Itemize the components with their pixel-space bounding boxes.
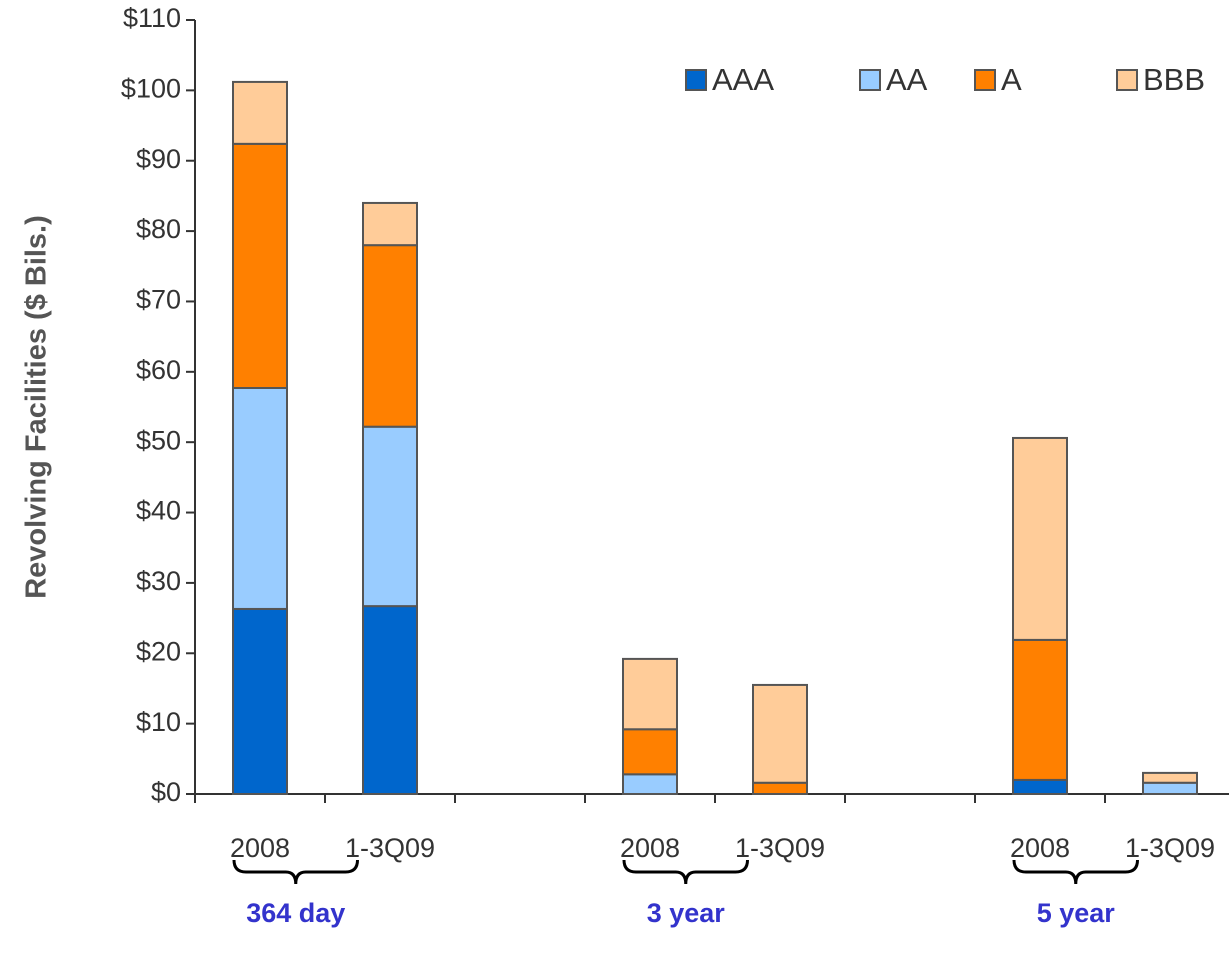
brace xyxy=(232,859,359,885)
bar-segment xyxy=(622,657,678,731)
bar-segment xyxy=(622,773,678,795)
bar-segment xyxy=(752,781,808,796)
group-label: 5 year xyxy=(1037,898,1116,928)
legend-swatch xyxy=(859,69,881,91)
bar-segment xyxy=(232,607,288,796)
x-tick-label: 1-3Q09 xyxy=(735,833,825,863)
bar-segment xyxy=(1012,778,1068,795)
x-tick-label: 2008 xyxy=(620,833,680,863)
bar-segment xyxy=(362,425,418,608)
bar-segment xyxy=(1142,781,1198,796)
y-tick-label: $10 xyxy=(136,707,181,737)
bar-segment xyxy=(1142,771,1198,784)
bar-segment xyxy=(362,244,418,428)
bar-segment xyxy=(362,605,418,795)
bar-segment xyxy=(622,728,678,776)
bar-segment xyxy=(232,142,288,390)
legend-label: A xyxy=(1001,62,1022,97)
brace xyxy=(622,859,749,885)
bar-segment xyxy=(1012,436,1068,641)
bar-segment xyxy=(362,201,418,247)
x-tick-label: 1-3Q09 xyxy=(345,833,435,863)
legend-label: AA xyxy=(886,62,928,97)
y-tick-label: $0 xyxy=(151,777,181,807)
y-tick-label: $40 xyxy=(136,496,181,526)
bar-segment xyxy=(752,683,808,784)
group-label: 364 day xyxy=(246,898,345,928)
y-tick-label: $100 xyxy=(121,73,181,103)
legend-swatch xyxy=(974,69,996,91)
y-tick-label: $90 xyxy=(136,144,181,174)
legend-swatch xyxy=(1116,69,1138,91)
x-tick-label: 1-3Q09 xyxy=(1125,833,1215,863)
y-tick-label: $50 xyxy=(136,425,181,455)
group-label: 3 year xyxy=(647,898,726,928)
bar-segment xyxy=(1012,638,1068,781)
legend-label: BBB xyxy=(1143,62,1205,97)
brace xyxy=(1012,859,1139,885)
y-tick-label: $20 xyxy=(136,636,181,666)
bar-segment xyxy=(232,80,288,145)
y-tick-label: $60 xyxy=(136,355,181,385)
legend-swatch xyxy=(685,69,707,91)
y-tick-label: $110 xyxy=(123,3,181,33)
y-tick-label: $30 xyxy=(136,566,181,596)
y-tick-label: $80 xyxy=(136,214,181,244)
x-tick-label: 2008 xyxy=(1010,833,1070,863)
legend-label: AAA xyxy=(712,62,774,97)
y-tick-label: $70 xyxy=(136,285,181,315)
bar-segment xyxy=(232,387,288,610)
x-tick-label: 2008 xyxy=(230,833,290,863)
y-axis-label: Revolving Facilities ($ Bils.) xyxy=(21,215,53,599)
